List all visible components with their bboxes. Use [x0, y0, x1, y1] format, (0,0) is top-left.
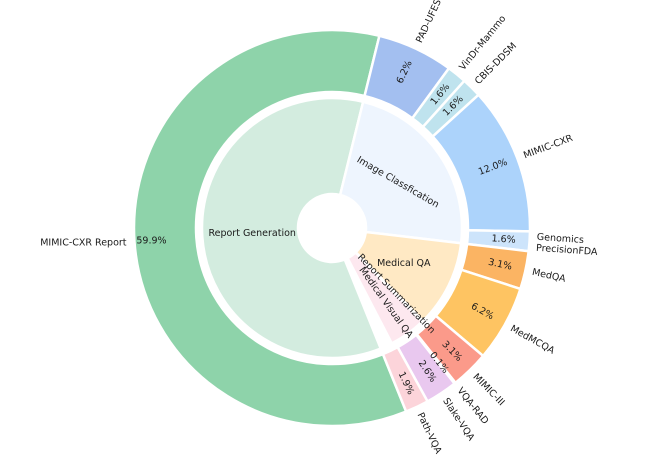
inner-ring [200, 96, 464, 360]
dataset-label: Path-VQA [415, 411, 444, 456]
pct-label: 59.9% [136, 235, 166, 246]
dataset-label: MIMIC-CXR [522, 132, 575, 161]
dataset-label: MedMCQA [508, 323, 557, 357]
category-label: Medical QA [377, 258, 431, 269]
inner-slice-report-generation [200, 96, 383, 360]
dataset-label: MIMIC-CXR Report [40, 237, 127, 248]
pct-label: 1.6% [491, 233, 516, 246]
pct-label: 3.1% [487, 257, 513, 273]
outer-slice-path-vqa [381, 345, 430, 414]
dataset-label: MedQA [531, 266, 567, 284]
inner-slice-medical-visual-qa [345, 250, 425, 346]
dataset-label: GenomicsPrecisionFDA [536, 231, 599, 257]
category-label: Report Generation [208, 228, 296, 239]
inner-slice-image-classfication [338, 100, 464, 245]
inner-slice-medical-qa [353, 230, 463, 323]
outer-ring [132, 28, 532, 428]
dataset-label: PAD-UFES-20 [414, 0, 450, 45]
outer-slice-mimic-cxr-report [132, 28, 408, 428]
